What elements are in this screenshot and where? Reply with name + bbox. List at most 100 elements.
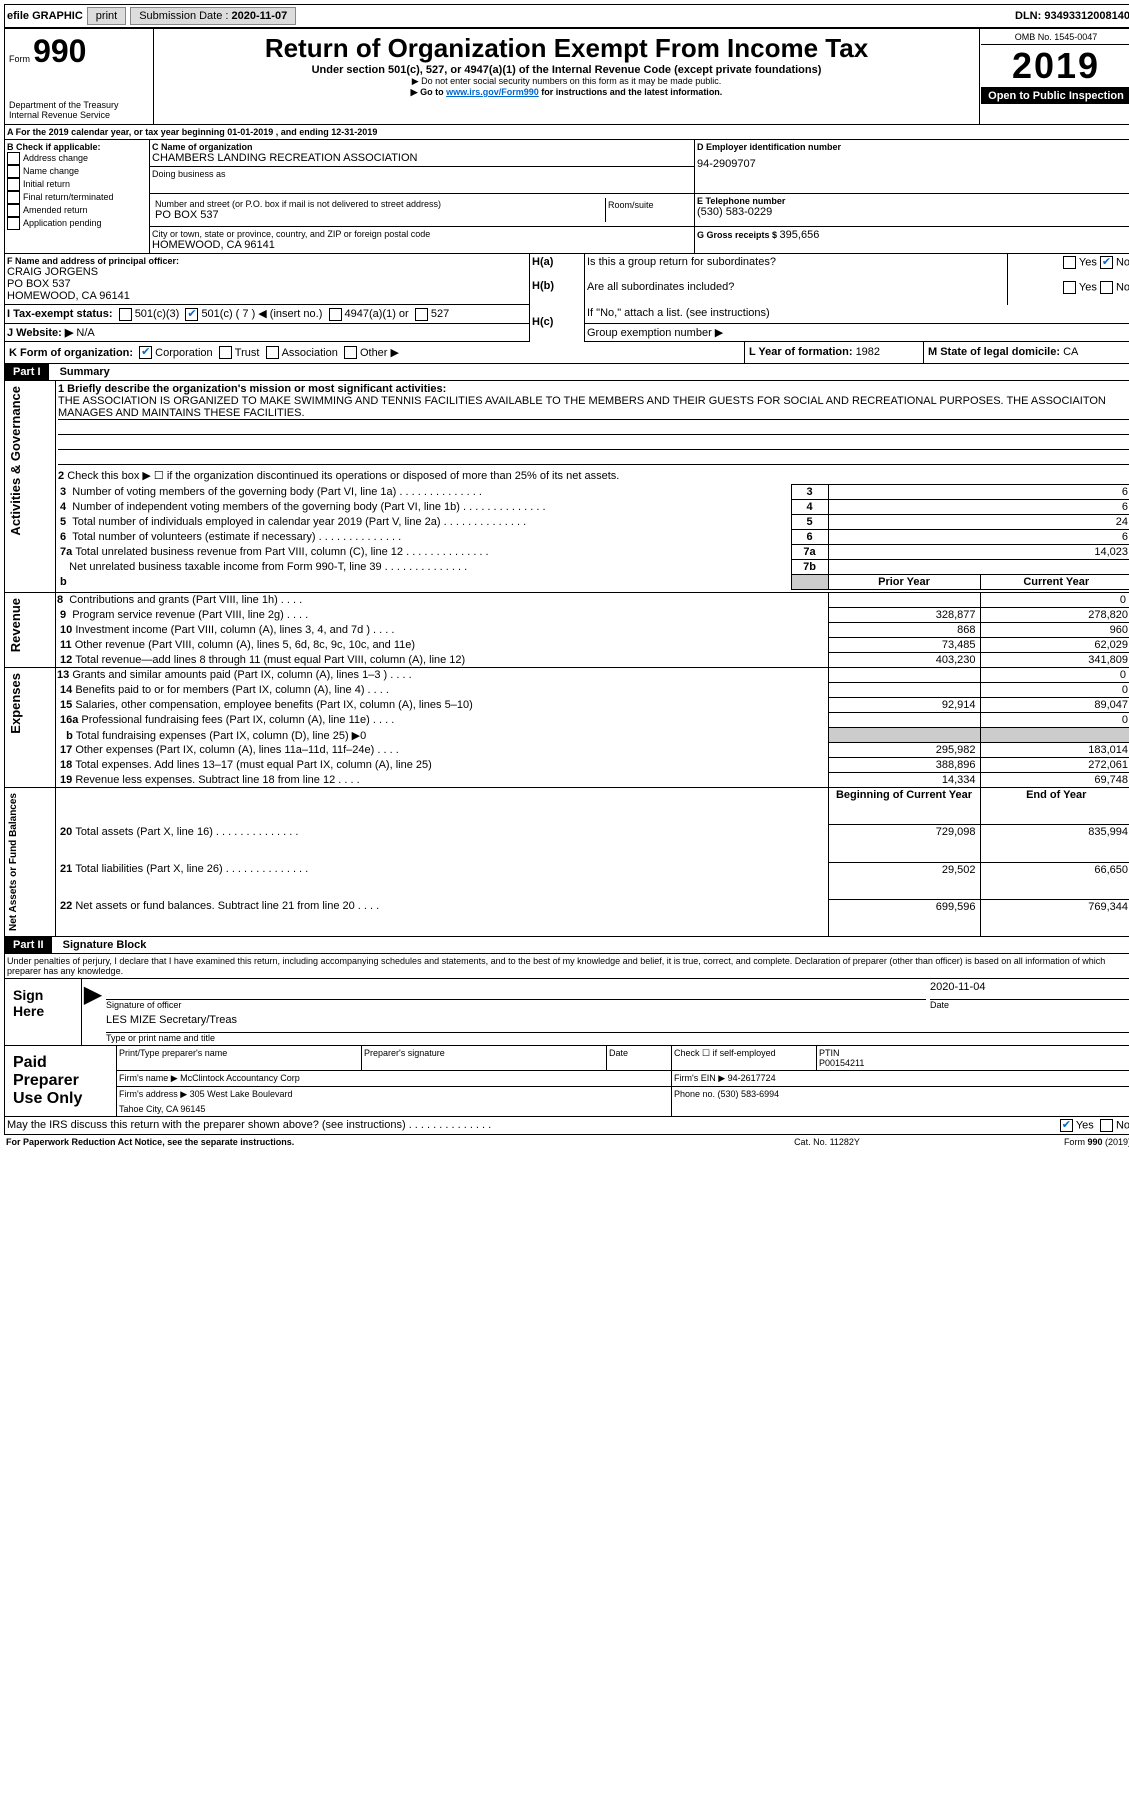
cb-other[interactable] xyxy=(344,346,357,359)
vert-net: Net Assets or Fund Balances xyxy=(6,789,21,935)
paperwork-notice: For Paperwork Reduction Act Notice, see … xyxy=(4,1135,725,1149)
submission-date: Submission Date : 2020-11-07 xyxy=(130,7,296,25)
city-label: City or town, state or province, country… xyxy=(152,229,692,239)
cb-address[interactable] xyxy=(7,152,20,165)
discuss-no[interactable] xyxy=(1100,1119,1113,1132)
gross-receipts: 395,656 xyxy=(780,229,820,241)
box-d-label: D Employer identification number xyxy=(697,142,1129,152)
cb-initial[interactable] xyxy=(7,178,20,191)
website: N/A xyxy=(76,327,94,339)
street-label: Number and street (or P.O. box if mail i… xyxy=(155,199,602,209)
hb-no[interactable] xyxy=(1100,281,1113,294)
ha-yes[interactable] xyxy=(1063,256,1076,269)
phone: (530) 583-0229 xyxy=(697,206,1129,218)
firm-phone: (530) 583-6994 xyxy=(718,1089,780,1099)
sign-here: Sign Here xyxy=(5,979,82,1046)
gov-row: Net unrelated business taxable income fr… xyxy=(5,560,1129,575)
gov-row: 7a Total unrelated business revenue from… xyxy=(5,545,1129,560)
box-g-label: G Gross receipts $ xyxy=(697,230,780,240)
cb-final[interactable] xyxy=(7,191,20,204)
hb-text: Are all subordinates included? xyxy=(587,281,734,293)
part1-title: Summary xyxy=(52,366,110,378)
date-label: Date xyxy=(930,1000,1129,1010)
dept-treasury: Department of the Treasury xyxy=(9,100,149,110)
gov-row: 3 Number of voting members of the govern… xyxy=(5,485,1129,500)
prep-sig-label: Preparer's signature xyxy=(362,1046,607,1071)
check-self: Check ☐ if self-employed xyxy=(672,1046,817,1071)
ha-no[interactable] xyxy=(1100,256,1113,269)
box-e-label: E Telephone number xyxy=(697,196,1129,206)
cat-no: Cat. No. 11282Y xyxy=(725,1135,929,1149)
part2-header: Part II xyxy=(5,937,52,953)
officer-city: HOMEWOOD, CA 96141 xyxy=(7,290,527,302)
room-label: Room/suite xyxy=(605,198,690,222)
officer-name: CRAIG JORGENS xyxy=(7,266,527,278)
vert-revenue: Revenue xyxy=(6,594,25,656)
box-j-label: J Website: ▶ xyxy=(7,327,76,339)
omb-number: OMB No. 1545-0047 xyxy=(981,30,1129,45)
cb-4947[interactable] xyxy=(329,308,342,321)
org-name: CHAMBERS LANDING RECREATION ASSOCIATION xyxy=(152,152,692,164)
mission-text: THE ASSOCIATION IS ORGANIZED TO MAKE SWI… xyxy=(58,395,1129,420)
box-k-label: K Form of organization: xyxy=(9,347,133,359)
efile-label: efile GRAPHIC xyxy=(7,10,83,22)
officer-street: PO BOX 537 xyxy=(7,278,527,290)
street: PO BOX 537 xyxy=(155,209,602,221)
cb-501c[interactable] xyxy=(185,308,198,321)
officer-name-title: LES MIZE Secretary/Treas xyxy=(106,1014,1129,1033)
cb-name[interactable] xyxy=(7,165,20,178)
print-button[interactable]: print xyxy=(87,7,126,25)
cb-501c3[interactable] xyxy=(119,308,132,321)
type-label: Type or print name and title xyxy=(106,1033,1129,1043)
hc-text: Group exemption number ▶ xyxy=(587,327,723,339)
discuss-text: May the IRS discuss this return with the… xyxy=(7,1119,491,1131)
line2: Check this box ▶ ☐ if the organization d… xyxy=(67,470,619,482)
tax-year: 2019 xyxy=(981,45,1129,88)
dept-irs: Internal Revenue Service xyxy=(9,110,149,120)
firm-addr2: Tahoe City, CA 96145 xyxy=(117,1102,672,1117)
line1-label: 1 Briefly describe the organization's mi… xyxy=(58,383,1129,395)
firm-addr1: 305 West Lake Boulevard xyxy=(190,1089,293,1099)
box-f-label: F Name and address of principal officer: xyxy=(7,256,527,266)
dln: DLN: 93493312008140 xyxy=(1015,10,1129,22)
box-l-label: L Year of formation: xyxy=(749,346,856,358)
cb-trust[interactable] xyxy=(219,346,232,359)
sig-date: 2020-11-04 xyxy=(930,981,1129,1000)
dba-label: Doing business as xyxy=(152,169,692,179)
form-note2: ▶ Go to www.irs.gov/Form990 for instruct… xyxy=(158,87,975,98)
cb-527[interactable] xyxy=(415,308,428,321)
hb-yes[interactable] xyxy=(1063,281,1076,294)
hb-note: If "No," attach a list. (see instruction… xyxy=(587,307,770,319)
gov-row: 6 Total number of volunteers (estimate i… xyxy=(5,530,1129,545)
instructions-link[interactable]: www.irs.gov/Form990 xyxy=(446,87,539,97)
ein: 94-2909707 xyxy=(697,152,1129,170)
declaration: Under penalties of perjury, I declare th… xyxy=(4,954,1129,978)
cb-amended[interactable] xyxy=(7,204,20,217)
form-number: Form 990 xyxy=(9,33,149,70)
sign-arrow-icon: ▶ xyxy=(82,979,105,1046)
period-line: A For the 2019 calendar year, or tax yea… xyxy=(4,125,1129,140)
city: HOMEWOOD, CA 96141 xyxy=(152,239,692,251)
vert-expenses: Expenses xyxy=(6,669,25,738)
box-c-label: C Name of organization xyxy=(152,142,692,152)
firm-name: McClintock Accountancy Corp xyxy=(180,1073,300,1083)
box-b-label: B Check if applicable: xyxy=(7,142,147,152)
part2-title: Signature Block xyxy=(55,939,147,951)
sig-officer-label: Signature of officer xyxy=(106,1000,926,1010)
cb-app[interactable] xyxy=(7,217,20,230)
form-subtitle: Under section 501(c), 527, or 4947(a)(1)… xyxy=(158,64,975,76)
form-title: Return of Organization Exempt From Incom… xyxy=(158,33,975,64)
discuss-yes[interactable] xyxy=(1060,1119,1073,1132)
top-toolbar: efile GRAPHIC print Submission Date : 20… xyxy=(4,4,1129,28)
part1-header: Part I xyxy=(5,364,49,380)
ptin: P00154211 xyxy=(819,1058,864,1068)
open-public: Open to Public Inspection xyxy=(981,88,1129,104)
form-note1: ▶ Do not enter social security numbers o… xyxy=(158,76,975,87)
prep-name-label: Print/Type preparer's name xyxy=(117,1046,362,1071)
box-m-label: M State of legal domicile: xyxy=(928,346,1063,358)
gov-row: 4 Number of independent voting members o… xyxy=(5,500,1129,515)
box-i-label: I Tax-exempt status: xyxy=(7,308,113,320)
cb-corp[interactable] xyxy=(139,346,152,359)
prep-date-label: Date xyxy=(607,1046,672,1071)
cb-assoc[interactable] xyxy=(266,346,279,359)
